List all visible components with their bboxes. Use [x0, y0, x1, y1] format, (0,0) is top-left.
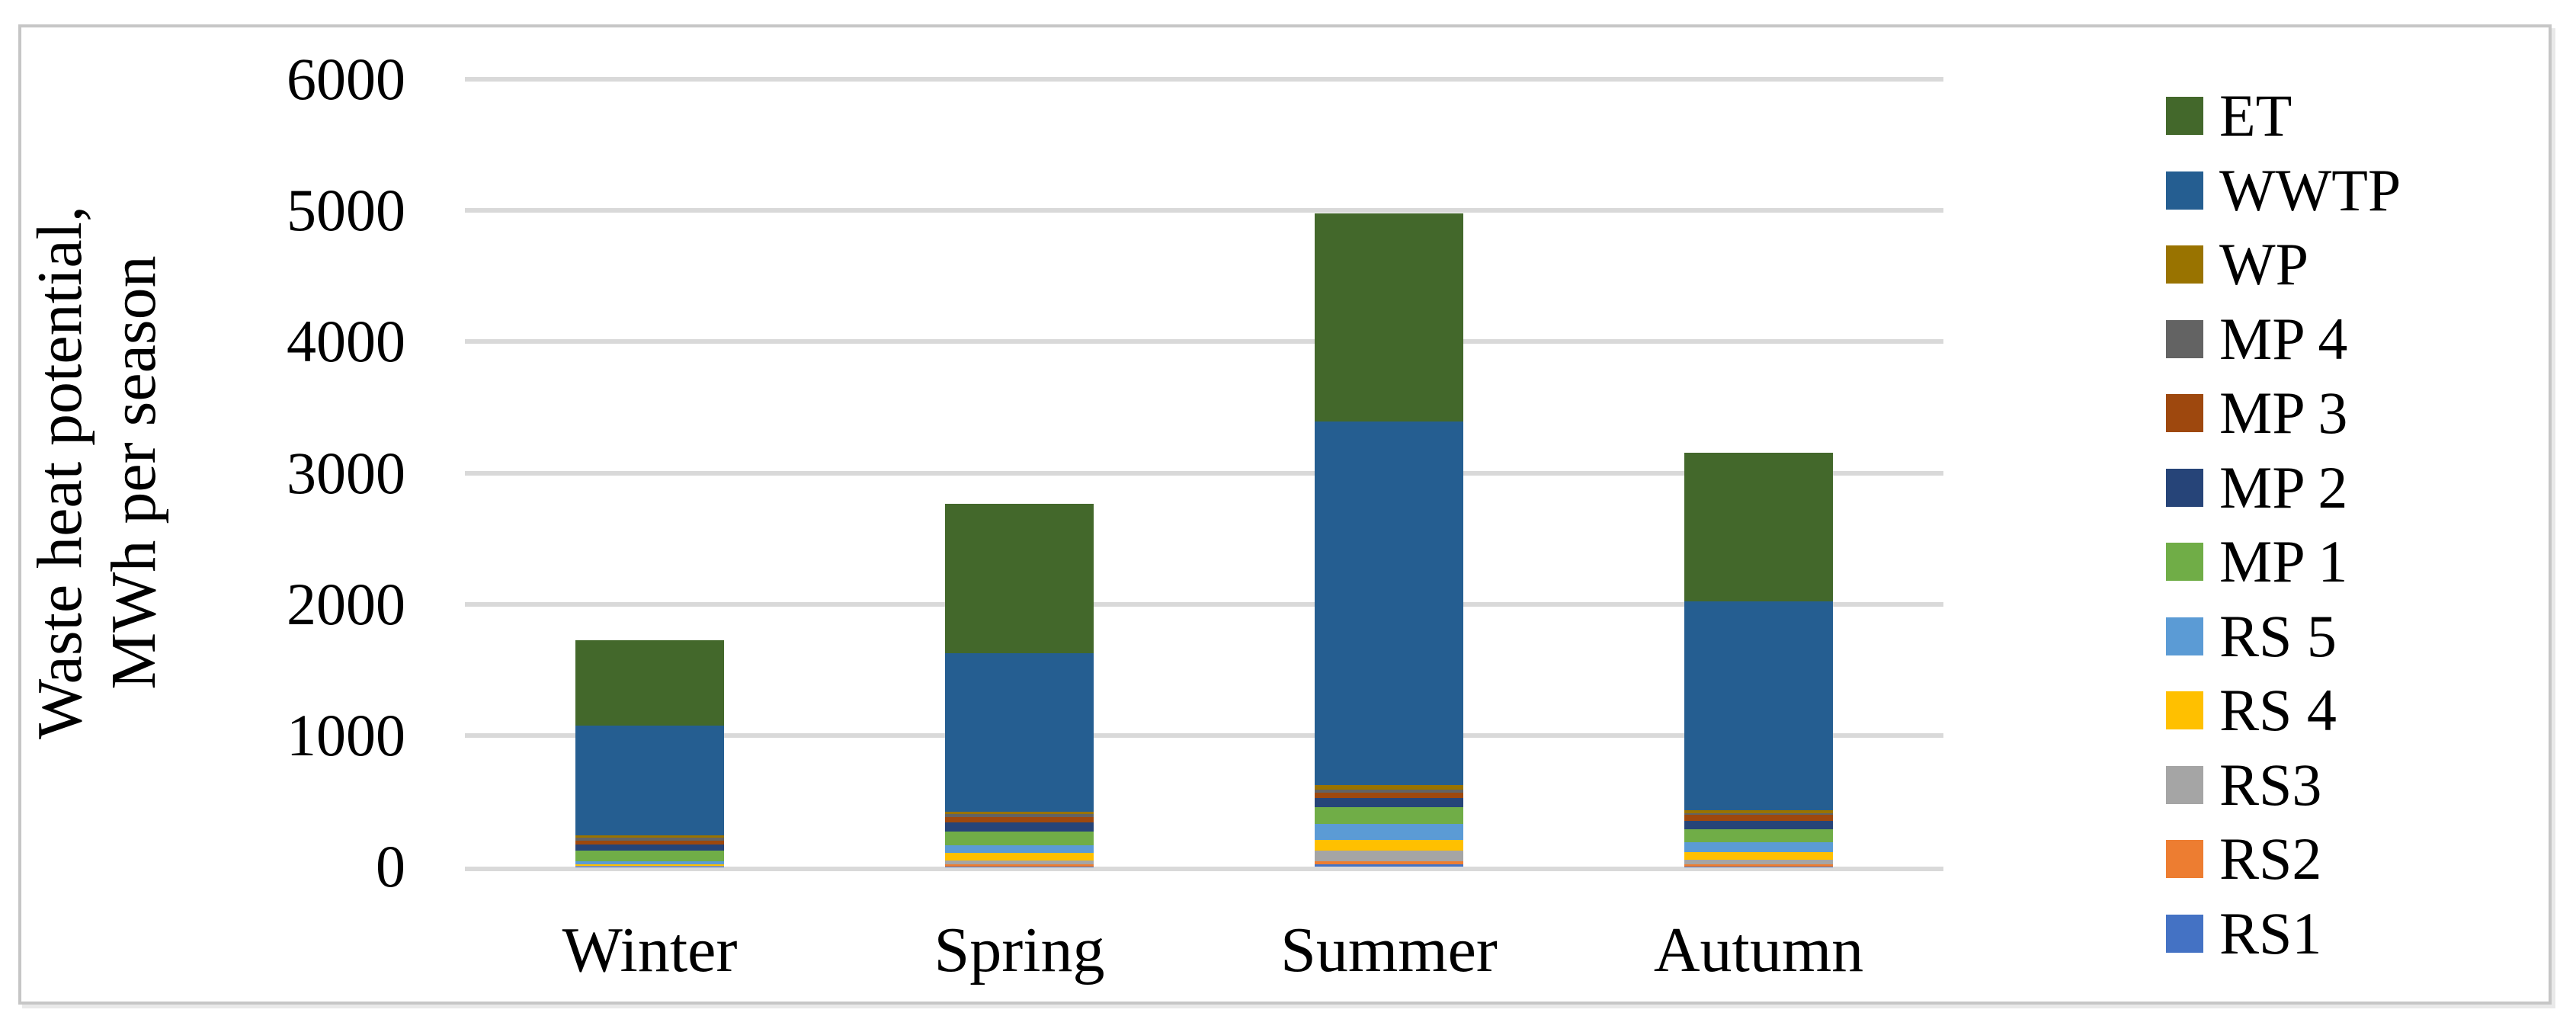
bar-segment-summer-wwtp [1315, 421, 1463, 785]
x-category-label-autumn: Autumn [1653, 915, 1864, 986]
y-tick-label-4000: 4000 [287, 308, 405, 375]
bar-segment-summer-rs3 [1315, 851, 1463, 862]
bar-segment-spring-rs3 [945, 861, 1094, 864]
bar-segment-autumn-rs4 [1684, 852, 1833, 861]
bar-segment-summer-rs2 [1315, 861, 1463, 865]
bar-segment-winter-rs4 [575, 864, 724, 867]
bar-segment-summer-et [1315, 213, 1463, 421]
y-tick-label-5000: 5000 [287, 177, 405, 244]
bar-segment-winter-et [575, 640, 724, 726]
bar-segment-summer-rs4 [1315, 839, 1463, 851]
bar-segment-spring-mp3 [945, 817, 1094, 823]
bar-segment-spring-rs5 [945, 845, 1094, 854]
bar-segment-autumn-wp [1684, 809, 1833, 813]
bar-segment-spring-mp4 [945, 814, 1094, 818]
y-gridline-4000 [465, 339, 1943, 345]
bar-segment-spring-et [945, 504, 1094, 653]
bar-segment-autumn-mp1 [1684, 829, 1833, 843]
y-gridline-6000 [465, 77, 1943, 82]
y-axis-title-line-1: Waste heat potential, [24, 206, 95, 739]
bar-summer [1315, 213, 1463, 867]
bar-segment-winter-rs5 [575, 861, 724, 865]
y-gridline-5000 [465, 208, 1943, 213]
bar-segment-spring-wp [945, 811, 1094, 815]
bar-segment-summer-mp2 [1315, 798, 1463, 808]
bar-autumn [1684, 453, 1833, 867]
bar-segment-autumn-mp3 [1684, 815, 1833, 821]
y-gridline-1000 [465, 732, 1943, 738]
bar-segment-spring-wwtp [945, 652, 1094, 812]
x-category-label-summer: Summer [1280, 915, 1498, 986]
bar-segment-autumn-wwtp [1684, 601, 1833, 810]
bar-segment-autumn-rs3 [1684, 860, 1833, 864]
bar-segment-summer-mp1 [1315, 807, 1463, 824]
bar-segment-summer-wp [1315, 784, 1463, 790]
x-category-label-spring: Spring [934, 915, 1105, 986]
bar-segment-winter-wp [575, 835, 724, 838]
y-gridline-0 [465, 867, 1943, 871]
y-gridline-2000 [465, 601, 1943, 607]
bar-segment-autumn-mp2 [1684, 820, 1833, 829]
bar-segment-summer-mp4 [1315, 790, 1463, 793]
bar-segment-spring-rs2 [945, 864, 1094, 867]
bar-segment-spring-rs4 [945, 853, 1094, 861]
bar-segment-summer-rs1 [1315, 864, 1463, 867]
bar-segment-winter-wwtp [575, 725, 724, 835]
y-tick-label-2000: 2000 [287, 570, 405, 637]
y-tick-label-0: 0 [376, 833, 405, 899]
bar-segment-spring-mp1 [945, 832, 1094, 845]
x-category-label-winter: Winter [562, 915, 738, 986]
y-tick-label-6000: 6000 [287, 46, 405, 112]
bar-segment-autumn-rs2 [1684, 864, 1833, 867]
bar-segment-autumn-rs5 [1684, 842, 1833, 853]
y-axis-title: Waste heat potential, MWh per season [23, 130, 175, 816]
bar-segment-summer-mp3 [1315, 792, 1463, 798]
y-gridline-3000 [465, 470, 1943, 476]
bar-segment-winter-mp2 [575, 845, 724, 851]
y-axis-title-line-2: MWh per season [98, 255, 169, 690]
bar-spring [945, 504, 1094, 867]
bar-segment-autumn-mp4 [1684, 812, 1833, 816]
bar-segment-winter-mp1 [575, 850, 724, 862]
bar-winter [575, 640, 724, 867]
plot-area [465, 77, 1943, 871]
bar-segment-winter-mp3 [575, 840, 724, 845]
bar-segment-winter-mp4 [575, 838, 724, 841]
y-tick-label-1000: 1000 [287, 701, 405, 768]
y-tick-label-3000: 3000 [287, 439, 405, 506]
bar-segment-summer-rs5 [1315, 823, 1463, 840]
bar-segment-autumn-et [1684, 453, 1833, 602]
figure-border [18, 24, 2552, 1005]
bar-segment-spring-mp2 [945, 822, 1094, 832]
